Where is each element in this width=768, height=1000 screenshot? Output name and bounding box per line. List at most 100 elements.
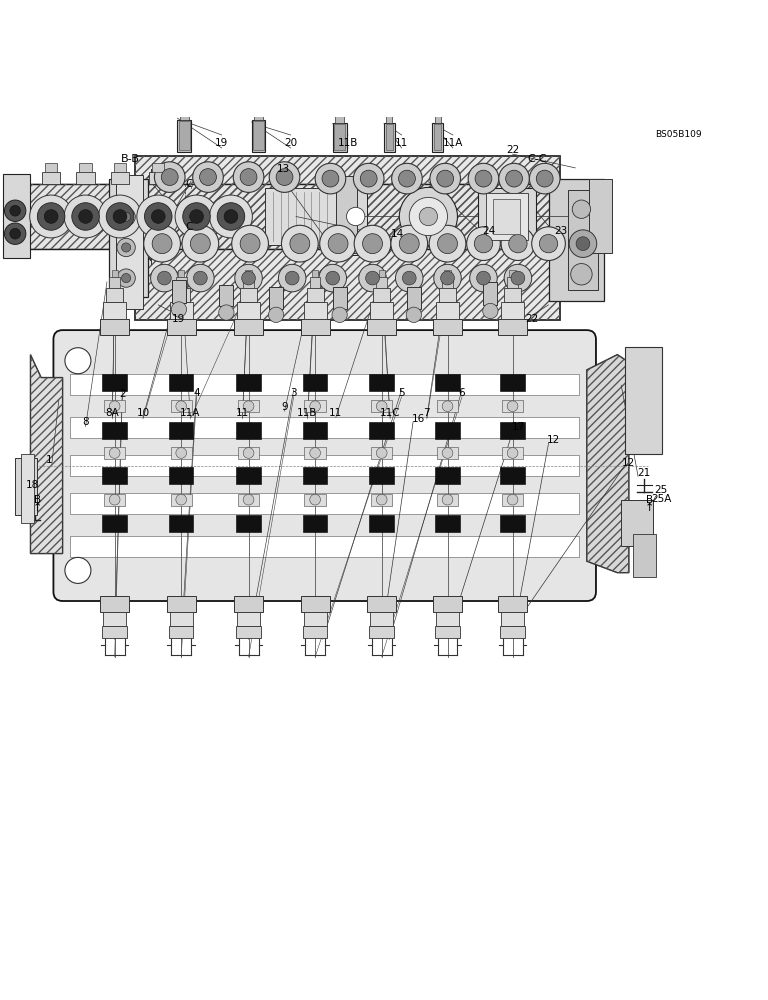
Bar — [102, 626, 127, 638]
Circle shape — [354, 225, 391, 262]
Circle shape — [5, 200, 26, 221]
Text: 19: 19 — [172, 314, 186, 324]
Circle shape — [315, 163, 346, 194]
Bar — [70, 536, 579, 557]
Bar — [237, 612, 260, 626]
Circle shape — [10, 205, 21, 216]
Bar — [167, 596, 196, 612]
Bar — [220, 285, 233, 306]
Bar — [254, 111, 263, 120]
Bar — [104, 494, 125, 506]
Circle shape — [396, 264, 423, 292]
Circle shape — [5, 223, 26, 244]
Bar — [437, 494, 458, 506]
Circle shape — [269, 307, 283, 322]
Circle shape — [243, 401, 254, 412]
Bar — [111, 270, 118, 277]
Circle shape — [176, 494, 187, 505]
Text: ↑: ↑ — [645, 503, 654, 513]
Bar — [369, 422, 394, 439]
Circle shape — [477, 271, 490, 285]
Bar — [240, 288, 257, 302]
Bar — [15, 458, 37, 515]
Bar — [170, 302, 193, 319]
Bar — [386, 124, 393, 150]
Circle shape — [235, 264, 263, 292]
Bar — [106, 288, 123, 302]
Bar — [303, 467, 327, 484]
Text: 11: 11 — [236, 408, 249, 418]
Bar — [303, 515, 327, 532]
Bar — [498, 596, 527, 612]
Bar — [379, 270, 385, 277]
Circle shape — [507, 401, 518, 412]
Bar — [367, 596, 396, 612]
Circle shape — [233, 162, 264, 192]
Bar — [439, 288, 456, 302]
Text: 22: 22 — [506, 145, 519, 155]
Bar — [369, 374, 394, 391]
Circle shape — [98, 195, 141, 238]
Circle shape — [121, 243, 131, 252]
Circle shape — [161, 169, 178, 185]
Circle shape — [65, 195, 107, 238]
Bar — [300, 596, 329, 612]
Circle shape — [71, 203, 99, 230]
Bar — [478, 188, 535, 245]
Circle shape — [137, 195, 180, 238]
Bar — [237, 422, 261, 439]
Circle shape — [399, 234, 419, 254]
Circle shape — [409, 197, 448, 236]
Circle shape — [475, 234, 492, 253]
Bar — [498, 319, 527, 335]
Circle shape — [353, 163, 384, 194]
Bar — [170, 612, 193, 626]
Bar — [238, 494, 260, 506]
Bar — [111, 172, 129, 184]
Bar — [548, 179, 604, 301]
Text: 25: 25 — [654, 485, 667, 495]
Bar — [237, 467, 261, 484]
Text: 9: 9 — [281, 402, 288, 412]
Text: 22: 22 — [525, 314, 538, 324]
Bar — [310, 277, 320, 288]
Circle shape — [498, 163, 529, 194]
Bar — [625, 347, 662, 454]
Circle shape — [319, 264, 346, 292]
Bar — [237, 374, 261, 391]
Bar — [435, 515, 460, 532]
Bar — [432, 123, 443, 152]
Text: C: C — [185, 222, 193, 232]
Bar — [370, 302, 393, 319]
Bar — [370, 612, 393, 626]
Text: 4: 4 — [194, 388, 200, 398]
Bar — [303, 374, 327, 391]
Bar — [369, 467, 394, 484]
Circle shape — [78, 210, 92, 223]
Circle shape — [38, 203, 65, 230]
Circle shape — [322, 170, 339, 187]
Bar — [21, 454, 35, 523]
Bar — [104, 400, 125, 412]
Bar — [177, 120, 191, 152]
Bar — [633, 534, 656, 577]
Bar — [304, 400, 326, 412]
Bar — [407, 287, 421, 309]
Bar — [253, 121, 264, 150]
Bar — [169, 515, 194, 532]
Circle shape — [376, 494, 387, 505]
Bar — [436, 302, 459, 319]
Bar — [70, 417, 579, 438]
Bar — [3, 174, 30, 258]
Circle shape — [569, 230, 597, 257]
Text: 5: 5 — [399, 388, 405, 398]
Bar — [178, 270, 184, 277]
Circle shape — [210, 195, 253, 238]
Text: 3: 3 — [290, 388, 297, 398]
Bar — [500, 374, 525, 391]
Bar — [270, 287, 283, 309]
Bar — [376, 277, 387, 288]
Circle shape — [200, 169, 217, 185]
Text: 12: 12 — [622, 458, 635, 468]
Circle shape — [121, 212, 131, 221]
